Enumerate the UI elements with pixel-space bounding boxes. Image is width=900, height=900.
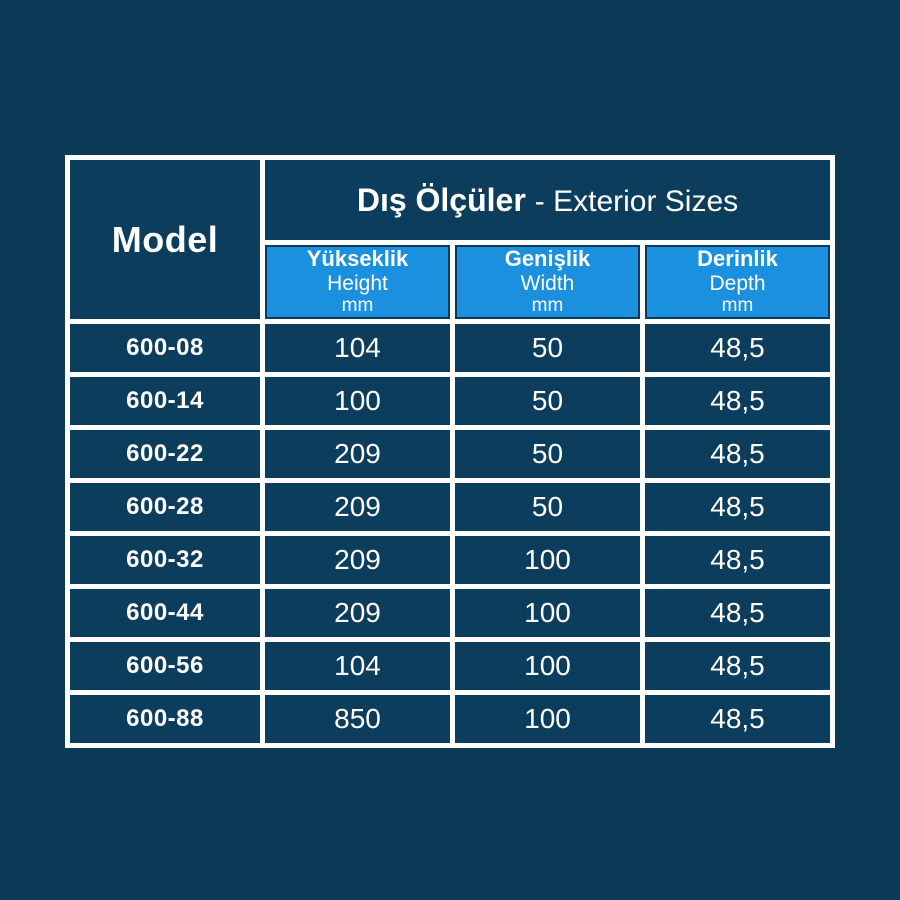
column-header-width: Genişlik Width mm [455, 245, 640, 319]
table-row: 600-56 104 100 48,5 [70, 642, 830, 690]
width-value: 50 [455, 324, 640, 372]
model-value: 600-44 [70, 589, 260, 637]
depth-unit: mm [721, 295, 754, 317]
width-value: 100 [455, 589, 640, 637]
height-value: 100 [265, 377, 450, 425]
width-label-en: Width [520, 271, 575, 295]
model-value: 600-14 [70, 377, 260, 425]
height-value: 209 [265, 430, 450, 478]
title-english: - Exterior Sizes [534, 184, 739, 218]
table-row: 600-88 850 100 48,5 [70, 695, 830, 743]
model-value: 600-22 [70, 430, 260, 478]
table-row: 600-28 209 50 48,5 [70, 483, 830, 531]
width-value: 100 [455, 536, 640, 584]
model-column-header: Model [70, 160, 260, 319]
width-unit: mm [531, 295, 564, 317]
table-row: 600-32 209 100 48,5 [70, 536, 830, 584]
height-value: 104 [265, 324, 450, 372]
width-value: 100 [455, 695, 640, 743]
width-value: 100 [455, 642, 640, 690]
exterior-sizes-title: Dış Ölçüler - Exterior Sizes [265, 160, 830, 240]
exterior-sizes-table: Model Dış Ölçüler - Exterior Sizes Yüksek… [65, 155, 835, 748]
title-turkish: Dış Ölçüler [356, 181, 526, 218]
height-value: 209 [265, 483, 450, 531]
column-header-depth: Derinlik Depth mm [645, 245, 830, 319]
depth-value: 48,5 [645, 642, 830, 690]
height-value: 104 [265, 642, 450, 690]
height-value: 850 [265, 695, 450, 743]
depth-value: 48,5 [645, 695, 830, 743]
height-value: 209 [265, 536, 450, 584]
model-value: 600-28 [70, 483, 260, 531]
depth-label-en: Depth [709, 271, 766, 295]
table-row: 600-22 209 50 48,5 [70, 430, 830, 478]
depth-value: 48,5 [645, 589, 830, 637]
model-value: 600-88 [70, 695, 260, 743]
depth-value: 48,5 [645, 377, 830, 425]
table-row: 600-08 104 50 48,5 [70, 324, 830, 372]
model-value: 600-32 [70, 536, 260, 584]
depth-value: 48,5 [645, 536, 830, 584]
table-row: 600-14 100 50 48,5 [70, 377, 830, 425]
table-subheader-row: Yükseklik Height mm Genişlik Width mm De… [70, 245, 830, 319]
height-unit: mm [341, 295, 374, 317]
width-value: 50 [455, 430, 640, 478]
depth-value: 48,5 [645, 430, 830, 478]
width-value: 50 [455, 483, 640, 531]
model-value: 600-08 [70, 324, 260, 372]
column-header-height: Yükseklik Height mm [265, 245, 450, 319]
width-value: 50 [455, 377, 640, 425]
depth-label-tr: Derinlik [697, 246, 778, 272]
height-label-tr: Yükseklik [306, 246, 409, 272]
table-row: 600-44 209 100 48,5 [70, 589, 830, 637]
width-label-tr: Genişlik [504, 246, 591, 272]
depth-value: 48,5 [645, 324, 830, 372]
table-header-row: Model Dış Ölçüler - Exterior Sizes [70, 160, 830, 319]
model-value: 600-56 [70, 642, 260, 690]
height-value: 209 [265, 589, 450, 637]
depth-value: 48,5 [645, 483, 830, 531]
height-label-en: Height [327, 271, 388, 295]
